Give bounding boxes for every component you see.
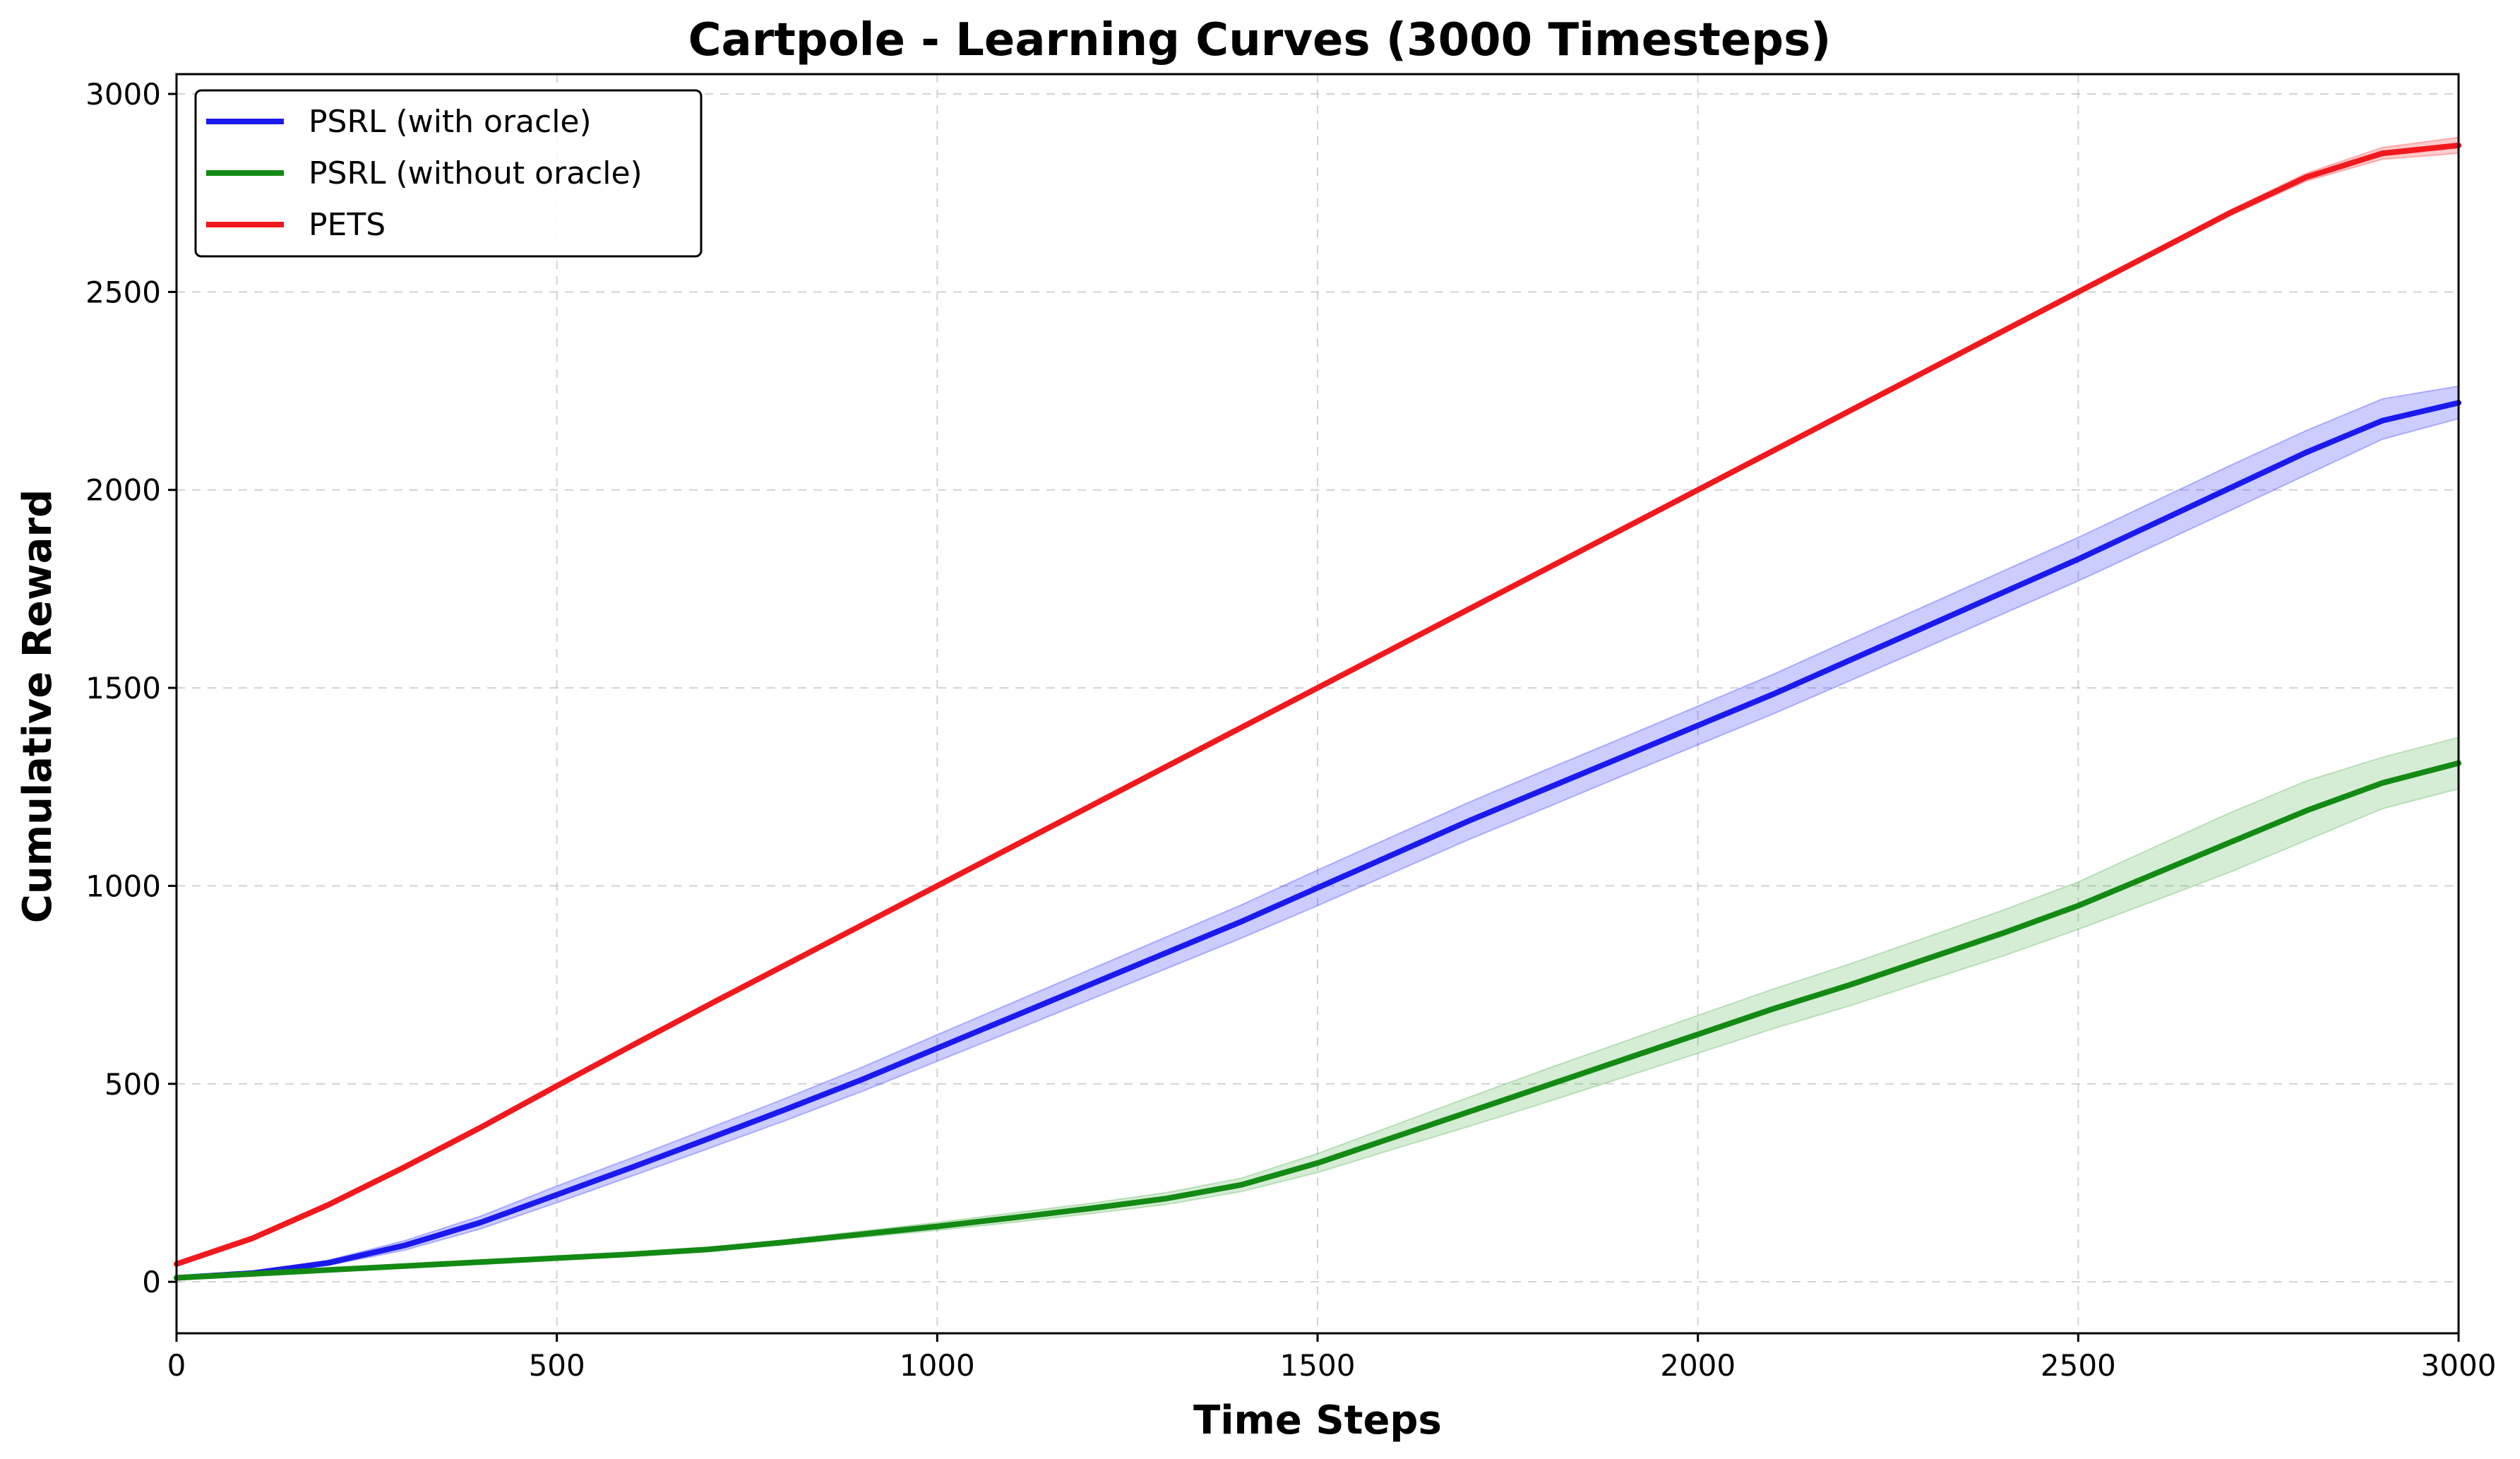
axis-ticks: 0 500 1000 1500 2000 2500 3000 0 500 1000 1500 2000… (85, 77, 2496, 1383)
chart-title: Cartpole - Learning Curves (3000 Timeste… (688, 14, 1832, 66)
x-tick-label: 3000 (2421, 1348, 2497, 1383)
x-tick-label: 1000 (900, 1348, 975, 1383)
legend-box (194, 89, 703, 258)
x-tick-label: 2500 (2041, 1348, 2116, 1383)
y-tick-label: 2000 (85, 473, 161, 508)
y-tick-label: 3000 (85, 77, 161, 112)
y-tick-label: 2500 (85, 275, 161, 309)
line-psrl-with-oracle (174, 400, 2461, 1281)
y-tick-label: 500 (104, 1067, 161, 1102)
y-tick-label: 1000 (85, 869, 161, 903)
legend-label-pets: PETS (309, 207, 386, 243)
line-psrl-without-oracle (174, 760, 2461, 1281)
x-tick-label: 1500 (1280, 1348, 1356, 1383)
x-axis-title: Time Steps (1193, 1398, 1442, 1443)
x-tick-label: 500 (529, 1348, 585, 1383)
x-tick-label: 0 (167, 1348, 186, 1383)
series-lines (174, 142, 2461, 1281)
legend-label-psrl-with-oracle: PSRL (with oracle) (309, 104, 592, 140)
y-tick-label: 0 (142, 1265, 161, 1299)
y-tick-label: 1500 (85, 671, 161, 705)
legend: PSRL (with oracle) PSRL (without oracle)… (194, 89, 703, 258)
line-pets (174, 142, 2461, 1267)
y-axis-title: Cumulative Reward (15, 489, 61, 923)
legend-label-psrl-without-oracle: PSRL (without oracle) (309, 155, 643, 191)
x-tick-label: 2000 (1660, 1348, 1736, 1383)
